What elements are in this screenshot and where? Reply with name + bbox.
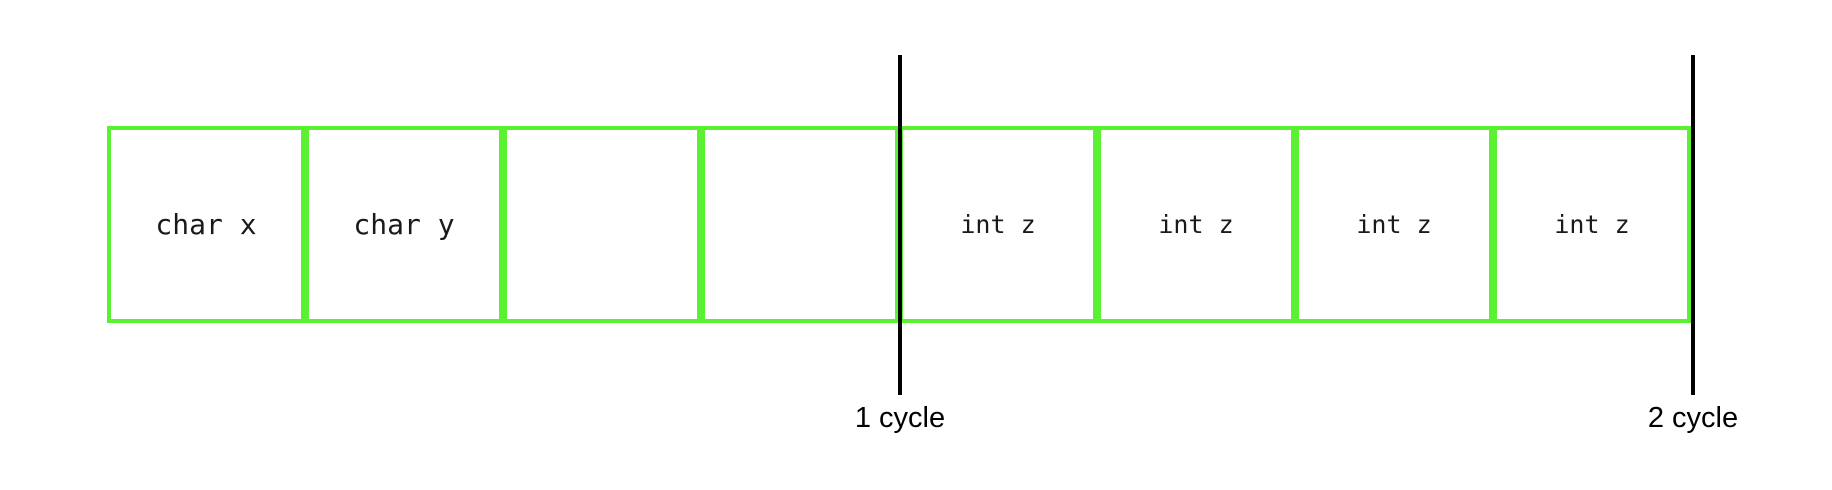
cell-label: char y (353, 208, 455, 241)
cell-label: char x (155, 208, 257, 241)
cycle-label-2: 2 cycle (1647, 402, 1739, 434)
memory-cell-padding (701, 126, 899, 323)
cell-label: int z (1158, 210, 1234, 239)
memory-cell-int-z: int z (899, 126, 1097, 323)
memory-cell-int-z: int z (1493, 126, 1691, 323)
cell-label: int z (1356, 210, 1432, 239)
cycle-boundary-line-1 (898, 55, 902, 395)
cycle-label-1: 1 cycle (854, 402, 946, 434)
memory-cell-int-z: int z (1295, 126, 1493, 323)
memory-cell-char-x: char x (107, 126, 305, 323)
memory-cell-char-y: char y (305, 126, 503, 323)
cell-label: int z (1554, 210, 1630, 239)
memory-cell-int-z: int z (1097, 126, 1295, 323)
memory-cell-padding (503, 126, 701, 323)
cell-label: int z (960, 210, 1036, 239)
cycle-boundary-line-2 (1691, 55, 1695, 395)
